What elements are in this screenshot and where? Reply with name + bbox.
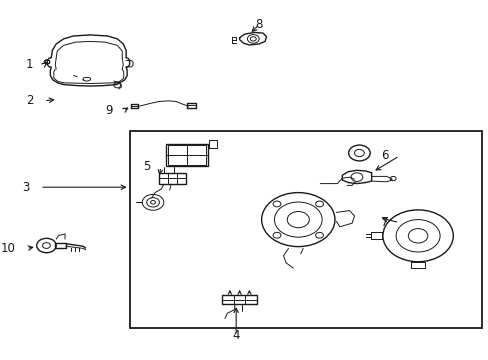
- Text: 9: 9: [105, 104, 112, 117]
- Text: 8: 8: [255, 18, 263, 31]
- Bar: [222, 295, 256, 304]
- Bar: [167, 145, 206, 165]
- Text: 10: 10: [1, 242, 16, 255]
- Text: 2: 2: [26, 94, 33, 107]
- Text: 4: 4: [232, 329, 240, 342]
- Text: 1: 1: [26, 58, 33, 71]
- Text: 5: 5: [142, 160, 150, 173]
- Bar: [129, 131, 481, 328]
- Text: 7: 7: [381, 216, 388, 229]
- Text: 6: 6: [381, 149, 388, 162]
- Text: 3: 3: [22, 181, 29, 194]
- Bar: [159, 173, 185, 184]
- Bar: [166, 144, 207, 166]
